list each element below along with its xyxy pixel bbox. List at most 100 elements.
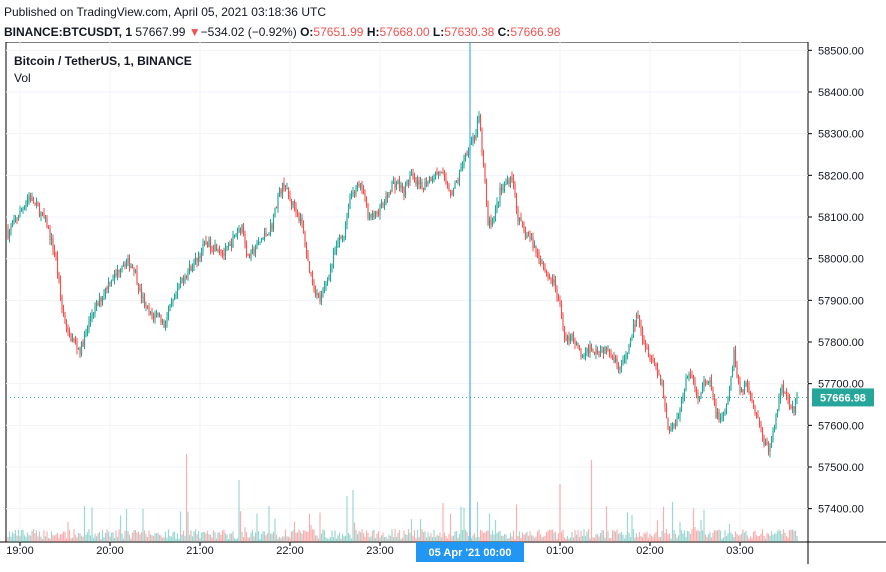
candle-body (8, 230, 11, 239)
volume-bar (91, 507, 93, 542)
volume-bar (38, 531, 41, 542)
candle-body (55, 253, 57, 257)
volume-bar (520, 537, 522, 542)
candle-body (269, 224, 272, 233)
volume-bar (503, 533, 506, 542)
volume-bar (530, 535, 533, 542)
candle-body (707, 382, 710, 384)
candle-body (541, 263, 543, 265)
candle-body (467, 150, 470, 155)
candle-body (113, 273, 116, 280)
volume-bar (584, 536, 587, 542)
volume-bar (233, 538, 236, 542)
candle-body (682, 396, 684, 401)
candle-body (539, 259, 542, 264)
candle-body (731, 367, 734, 377)
volume-bar (43, 529, 45, 542)
candle-body (31, 197, 33, 201)
time-axis[interactable]: 19:00 20:00 21:00 22:00 23:00 01:00 02:00 03:00 (6, 542, 754, 557)
volume-bar (593, 537, 596, 542)
candle-body (617, 364, 620, 370)
volume-bar (346, 496, 348, 542)
candle-body (527, 235, 530, 237)
candle-body (143, 296, 146, 307)
candle-body (733, 349, 735, 368)
volume-bar (227, 538, 230, 542)
candle-body (463, 160, 465, 167)
volume-bar (283, 536, 285, 542)
volume-bar (275, 534, 278, 542)
volume-bar (359, 532, 362, 542)
candle-body (227, 245, 230, 247)
volume-bar (265, 535, 267, 542)
candle-body (250, 250, 252, 259)
volume-bar (92, 537, 95, 542)
symbol-label: BINANCE:BTCUSDT, 1 (4, 25, 133, 39)
candle-body (769, 447, 771, 453)
candle-body (74, 340, 77, 343)
volume-bar (122, 538, 125, 542)
candle-body (766, 441, 768, 445)
volume-bar (140, 532, 143, 542)
y-tick-label: 58100.00 (818, 212, 864, 224)
volume-bar (245, 532, 248, 542)
volume-bar (76, 537, 78, 542)
candle-body (788, 398, 791, 407)
price-axis[interactable]: 58500.00 58400.00 58300.00 58200.00 58100.00… (808, 45, 864, 516)
volume-bar (73, 529, 75, 542)
volume-bar (413, 530, 416, 542)
candle-body (355, 190, 357, 194)
volume-bar (538, 529, 540, 542)
candle-body (232, 236, 234, 248)
volume-bar (496, 533, 498, 542)
candle-body (661, 383, 663, 385)
candle-body (23, 207, 26, 209)
volume-bar (64, 531, 66, 542)
volume-bar (239, 511, 242, 542)
volume-bar (22, 529, 24, 542)
candle-body (212, 250, 215, 252)
volume-bar (706, 536, 708, 542)
candle-body (485, 182, 488, 203)
volume-bar (326, 538, 329, 542)
candle-body (614, 358, 617, 362)
close-label: C: (497, 25, 511, 39)
candle-body (739, 381, 741, 393)
volume-bar (541, 537, 543, 542)
price-chart[interactable]: 58500.00 58400.00 58300.00 58200.00 58100.00… (0, 42, 886, 572)
volume-bar (739, 535, 741, 542)
candle-body (556, 288, 558, 299)
volume-bar (323, 530, 326, 542)
candle-body (73, 338, 75, 341)
volume-bar (730, 532, 732, 542)
candle-body (571, 333, 573, 339)
volume-bar (574, 530, 576, 542)
candle-body (103, 294, 105, 297)
candle-body (196, 257, 198, 262)
volume-bar (230, 533, 233, 542)
candle-body (509, 177, 512, 185)
volume-bar (619, 533, 621, 542)
candle-body (560, 304, 563, 317)
volume-bar (289, 537, 291, 542)
candle-body (364, 193, 366, 197)
volume-bar (364, 536, 366, 542)
candle-body (34, 203, 36, 205)
candle-body (580, 350, 582, 357)
volume-bar (154, 533, 156, 542)
volume-bar (626, 512, 629, 542)
candle-body (695, 391, 698, 395)
volume-bar (400, 538, 402, 542)
volume-bar (617, 533, 620, 542)
candle-body (587, 348, 590, 354)
volume-bar (712, 532, 714, 542)
volume-bar (773, 533, 776, 542)
candle-body (599, 350, 602, 355)
volume-bar (755, 535, 758, 542)
candle-body (455, 181, 458, 183)
candle-body (190, 266, 192, 272)
candle-body (311, 274, 314, 285)
volume-bar (740, 533, 743, 542)
volume-bar (431, 537, 434, 542)
candle-body (440, 171, 443, 173)
